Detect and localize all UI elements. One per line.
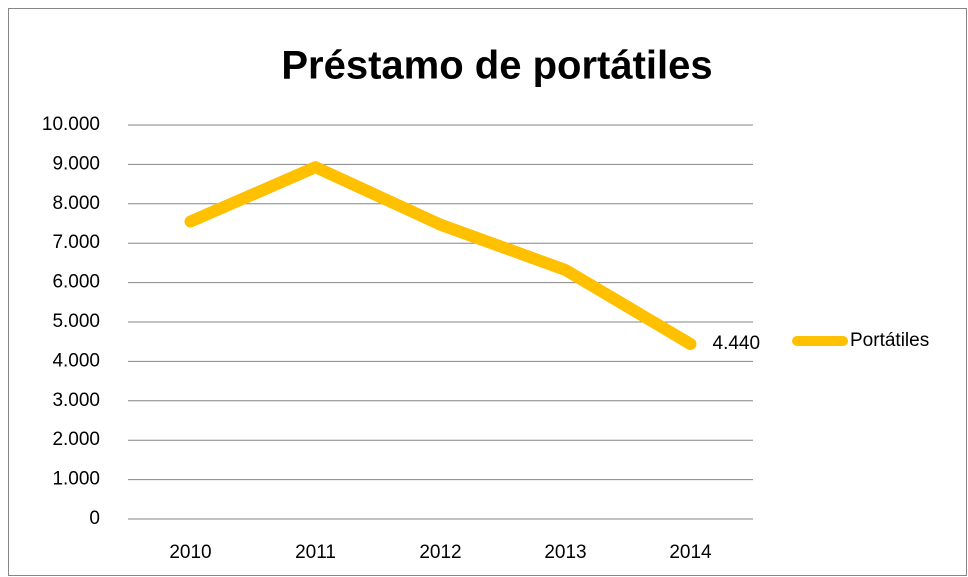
y-tick-label: 1.000 [52,469,100,490]
data-label: 4.440 [713,333,761,354]
chart-frame [8,8,967,576]
x-tick-label: 2011 [295,542,336,563]
x-tick-label: 2010 [169,542,211,563]
y-tick-label: 0 [89,508,100,529]
x-tick-label: 2013 [544,542,586,563]
y-tick-label: 8.000 [52,193,100,214]
data-line [184,161,697,351]
y-tick-label: 5.000 [52,311,100,332]
y-tick-label: 7.000 [52,232,100,253]
y-tick-label: 9.000 [52,153,100,174]
y-tick-label: 10.000 [42,114,100,135]
chart-title: Préstamo de portátiles [281,44,712,88]
legend-label: Portátiles [850,330,929,351]
y-tick-label: 4.000 [52,350,100,371]
y-tick-label: 2.000 [52,429,100,450]
y-tick-label: 6.000 [52,272,100,293]
x-tick-label: 2014 [669,542,712,563]
y-tick-label: 3.000 [52,390,100,411]
x-tick-label: 2012 [419,542,461,563]
